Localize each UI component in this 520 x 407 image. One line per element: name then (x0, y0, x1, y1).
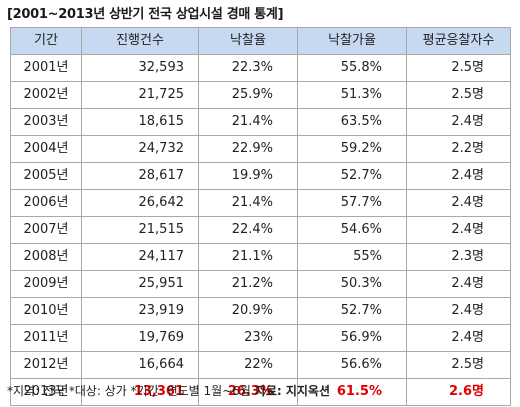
cell-case-count: 23,919 (81, 297, 199, 325)
cell-case-count: 21,725 (81, 81, 199, 109)
cell-period: 2008년 (10, 243, 82, 271)
cell-case-count: 26,642 (81, 189, 199, 217)
cell-winning-rate: 22.3% (198, 54, 298, 82)
cell-winning-price-rate: 56.9% (297, 324, 407, 352)
header-winning-price-rate: 낙찰가율 (297, 27, 407, 55)
table-row: 2012년 16,664 22% 56.6% 2.5명 (10, 351, 511, 379)
header-avg-bidders: 평균응찰자수 (406, 27, 511, 55)
cell-case-count: 32,593 (81, 54, 199, 82)
cell-winning-rate: 21.4% (198, 108, 298, 136)
cell-avg-bidders: 2.2명 (406, 135, 511, 163)
cell-case-count: 19,769 (81, 324, 199, 352)
cell-winning-rate: 21.1% (198, 243, 298, 271)
cell-winning-rate: 21.2% (198, 270, 298, 298)
cell-period: 2003년 (10, 108, 82, 136)
cell-avg-bidders: 2.5명 (406, 81, 511, 109)
cell-period: 2004년 (10, 135, 82, 163)
table-row: 2007년 21,515 22.4% 54.6% 2.4명 (10, 216, 511, 244)
cell-winning-rate: 22.4% (198, 216, 298, 244)
table-row: 2005년 28,617 19.9% 52.7% 2.4명 (10, 162, 511, 190)
cell-avg-bidders: 2.4명 (406, 216, 511, 244)
table-row: 2008년 24,117 21.1% 55% 2.3명 (10, 243, 511, 271)
cell-period: 2013년 (10, 378, 82, 406)
footnote: *지역: 전국 *대상: 상가 *기간: 연도별 1월~6월 자료: 지지옥션 (7, 382, 330, 400)
cell-period: 2010년 (10, 297, 82, 325)
cell-avg-bidders: 2.3명 (406, 243, 511, 271)
cell-avg-bidders: 2.4명 (406, 108, 511, 136)
cell-period: 2011년 (10, 324, 82, 352)
cell-period: 2006년 (10, 189, 82, 217)
cell-winning-rate: 22.9% (198, 135, 298, 163)
cell-winning-price-rate: 52.7% (297, 162, 407, 190)
cell-case-count: 28,617 (81, 162, 199, 190)
table-header-row: 기간 진행건수 낙찰율 낙찰가율 평균응찰자수 (10, 27, 511, 55)
cell-winning-price-rate: 63.5% (297, 108, 407, 136)
cell-case-count: 25,951 (81, 270, 199, 298)
cell-case-count: 13,361 (81, 378, 199, 406)
cell-avg-bidders: 2.4명 (406, 189, 511, 217)
table-row: 2013년 13,361 26.3% 61.5% 2.6명 (10, 378, 511, 406)
cell-case-count: 21,515 (81, 216, 199, 244)
cell-case-count: 24,732 (81, 135, 199, 163)
cell-winning-rate: 21.4% (198, 189, 298, 217)
cell-avg-bidders: 2.5명 (406, 54, 511, 82)
cell-winning-price-rate: 55.8% (297, 54, 407, 82)
cell-avg-bidders: 2.4명 (406, 270, 511, 298)
cell-period: 2007년 (10, 216, 82, 244)
header-winning-rate: 낙찰율 (198, 27, 298, 55)
cell-case-count: 16,664 (81, 351, 199, 379)
cell-avg-bidders: 2.4명 (406, 297, 511, 325)
cell-period: 2005년 (10, 162, 82, 190)
cell-winning-rate: 19.9% (198, 162, 298, 190)
table-title: [2001~2013년 상반기 전국 상업시설 경매 통계] (7, 7, 284, 22)
cell-avg-bidders: 2.5명 (406, 351, 511, 379)
cell-winning-rate: 20.9% (198, 297, 298, 325)
table-row: 2011년 19,769 23% 56.9% 2.4명 (10, 324, 511, 352)
cell-winning-rate: 25.9% (198, 81, 298, 109)
cell-period: 2009년 (10, 270, 82, 298)
auction-stats-table: 기간 진행건수 낙찰율 낙찰가율 평균응찰자수 2001년 32,593 22.3%… (10, 27, 511, 406)
cell-winning-rate: 23% (198, 324, 298, 352)
cell-winning-price-rate: 59.2% (297, 135, 407, 163)
table-row: 2009년 25,951 21.2% 50.3% 2.4명 (10, 270, 511, 298)
table-row: 2010년 23,919 20.9% 52.7% 2.4명 (10, 297, 511, 325)
cell-winning-price-rate: 51.3% (297, 81, 407, 109)
cell-winning-price-rate: 61.5% (297, 378, 407, 406)
cell-winning-price-rate: 56.6% (297, 351, 407, 379)
cell-avg-bidders: 2.4명 (406, 324, 511, 352)
footnote-text: *지역: 전국 *대상: 상가 *기간: 연도별 1월~6월 (7, 384, 251, 398)
table-row: 2001년 32,593 22.3% 55.8% 2.5명 (10, 54, 511, 82)
table-row: 2003년 18,615 21.4% 63.5% 2.4명 (10, 108, 511, 136)
cell-winning-price-rate: 50.3% (297, 270, 407, 298)
cell-case-count: 24,117 (81, 243, 199, 271)
cell-avg-bidders: 2.4명 (406, 162, 511, 190)
footnote-source: 자료: 지지옥션 (254, 384, 330, 398)
header-period: 기간 (10, 27, 82, 55)
cell-winning-price-rate: 55% (297, 243, 407, 271)
header-case-count: 진행건수 (81, 27, 199, 55)
cell-period: 2012년 (10, 351, 82, 379)
cell-period: 2002년 (10, 81, 82, 109)
cell-winning-price-rate: 54.6% (297, 216, 407, 244)
cell-winning-rate: 22% (198, 351, 298, 379)
cell-winning-price-rate: 52.7% (297, 297, 407, 325)
table-row: 2002년 21,725 25.9% 51.3% 2.5명 (10, 81, 511, 109)
table-row: 2004년 24,732 22.9% 59.2% 2.2명 (10, 135, 511, 163)
cell-case-count: 18,615 (81, 108, 199, 136)
cell-period: 2001년 (10, 54, 82, 82)
cell-avg-bidders: 2.6명 (406, 378, 511, 406)
cell-winning-price-rate: 57.7% (297, 189, 407, 217)
table-row: 2006년 26,642 21.4% 57.7% 2.4명 (10, 189, 511, 217)
